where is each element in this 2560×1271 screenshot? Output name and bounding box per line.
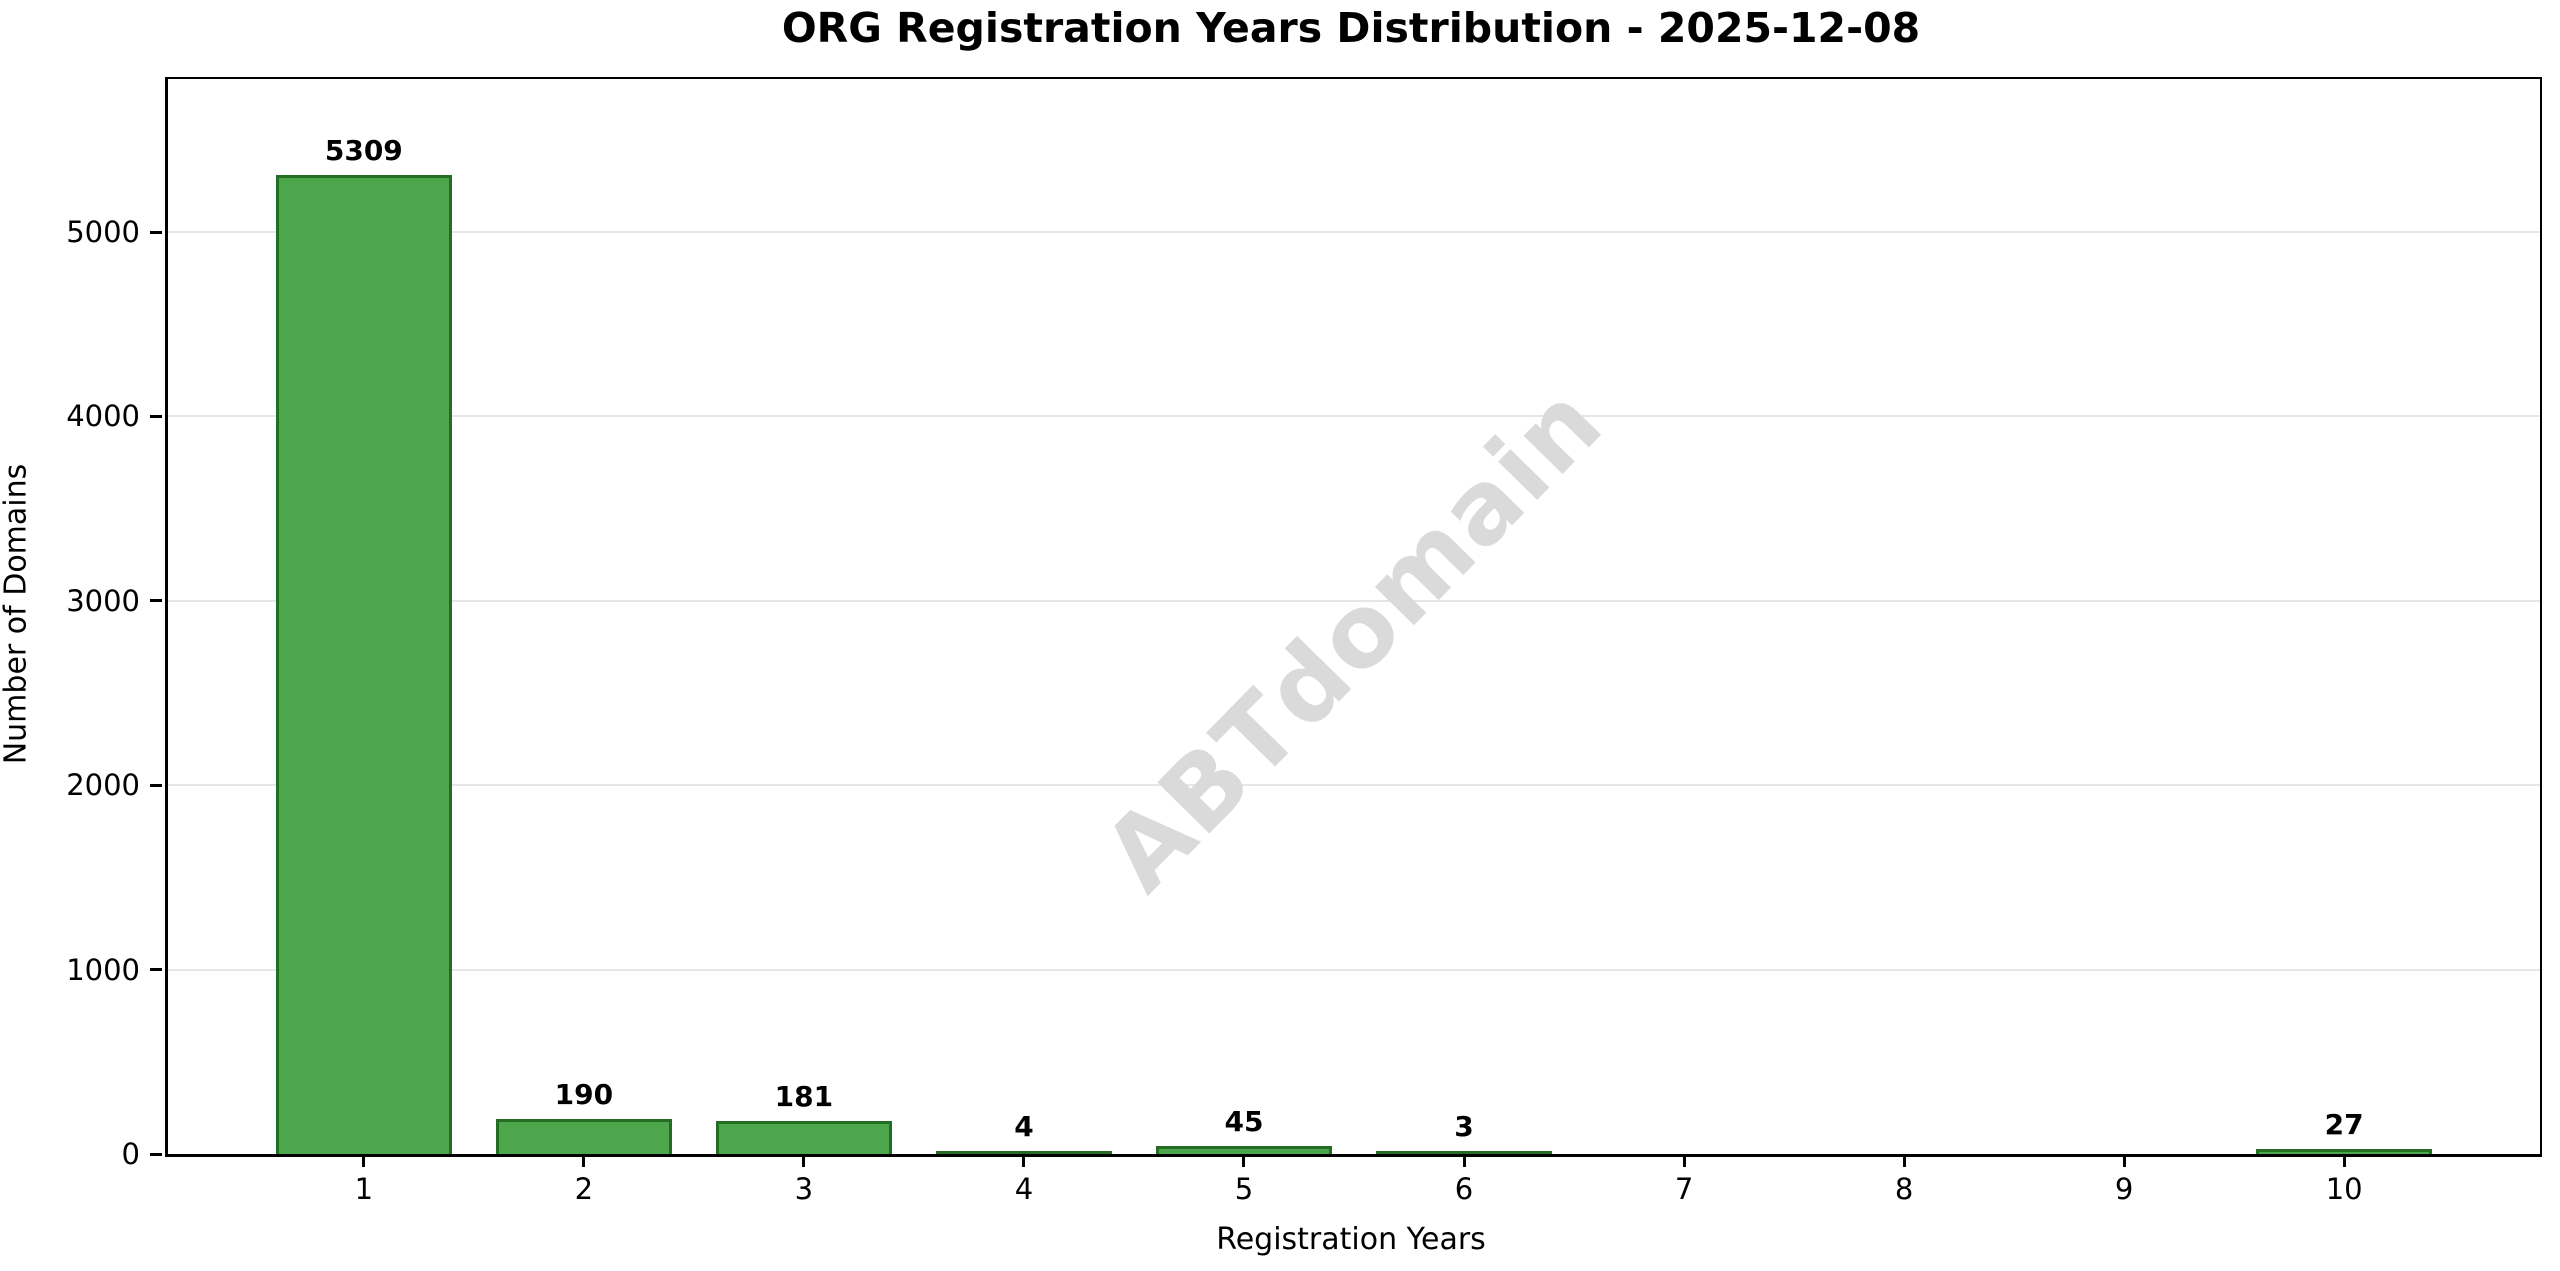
bar-year-1 — [275, 175, 452, 1154]
bar-value-label-6: 3 — [1454, 1109, 1474, 1143]
x-tick-mark-3 — [802, 1155, 806, 1167]
y-tick-label-5000: 5000 — [66, 215, 140, 250]
bar-value-label-1: 5309 — [324, 134, 403, 168]
bar-year-5 — [1155, 1145, 1332, 1154]
y-tick-mark-4000 — [150, 414, 162, 418]
x-tick-mark-6 — [1462, 1155, 1466, 1167]
gridline-y-5000 — [168, 231, 2540, 234]
x-tick-mark-7 — [1682, 1155, 1686, 1167]
x-tick-mark-8 — [1902, 1155, 1906, 1167]
x-tick-label-7: 7 — [1674, 1172, 1694, 1206]
bar-year-6 — [1376, 1150, 1553, 1154]
watermark-text: ABTdomain — [1080, 362, 1626, 914]
y-tick-label-0: 0 — [121, 1137, 140, 1171]
plot-area: ABTdomain 5309 190 181 4 45 3 27 — [165, 77, 2542, 1157]
bar-value-label-5: 45 — [1224, 1104, 1264, 1138]
chart-title: ORG Registration Years Distribution - 20… — [781, 4, 1921, 52]
x-tick-label-5: 5 — [1234, 1172, 1254, 1206]
bar-value-label-3: 181 — [774, 1079, 834, 1113]
y-tick-label-1000: 1000 — [66, 952, 140, 987]
x-tick-mark-5 — [1242, 1155, 1246, 1167]
gridline-y-3000 — [168, 599, 2540, 602]
x-tick-label-9: 9 — [2114, 1172, 2134, 1206]
y-tick-label-3000: 3000 — [66, 583, 140, 618]
y-tick-mark-5000 — [150, 230, 162, 234]
gridline-y-4000 — [168, 415, 2540, 418]
x-tick-label-8: 8 — [1894, 1172, 1914, 1206]
x-tick-label-10: 10 — [2325, 1172, 2363, 1206]
x-tick-mark-2 — [582, 1155, 586, 1167]
bar-year-2 — [495, 1118, 672, 1154]
x-tick-mark-9 — [2122, 1155, 2126, 1167]
y-tick-mark-2000 — [150, 783, 162, 787]
bar-year-3 — [715, 1120, 892, 1154]
x-tick-mark-10 — [2342, 1155, 2346, 1167]
x-axis-label: Registration Years — [1216, 1222, 1486, 1257]
gridline-y-2000 — [168, 784, 2540, 787]
x-tick-label-2: 2 — [574, 1172, 594, 1206]
x-tick-label-1: 1 — [354, 1172, 374, 1206]
bar-year-10 — [2256, 1149, 2433, 1154]
y-tick-mark-3000 — [150, 599, 162, 603]
bar-value-label-4: 4 — [1014, 1109, 1034, 1143]
x-tick-label-6: 6 — [1454, 1172, 1474, 1206]
bar-value-label-10: 27 — [2324, 1108, 2364, 1142]
y-tick-mark-0 — [150, 1152, 162, 1156]
x-tick-mark-1 — [362, 1155, 366, 1167]
y-axis-label: Number of Domains — [0, 463, 34, 765]
bar-value-label-2: 190 — [554, 1077, 614, 1111]
x-tick-mark-4 — [1022, 1155, 1026, 1167]
y-tick-mark-1000 — [150, 968, 162, 972]
x-tick-label-3: 3 — [794, 1172, 814, 1206]
y-tick-label-4000: 4000 — [66, 399, 140, 434]
x-tick-label-4: 4 — [1014, 1172, 1034, 1206]
y-tick-label-2000: 2000 — [66, 768, 140, 803]
bar-year-4 — [935, 1150, 1112, 1154]
gridline-y-1000 — [168, 968, 2540, 971]
